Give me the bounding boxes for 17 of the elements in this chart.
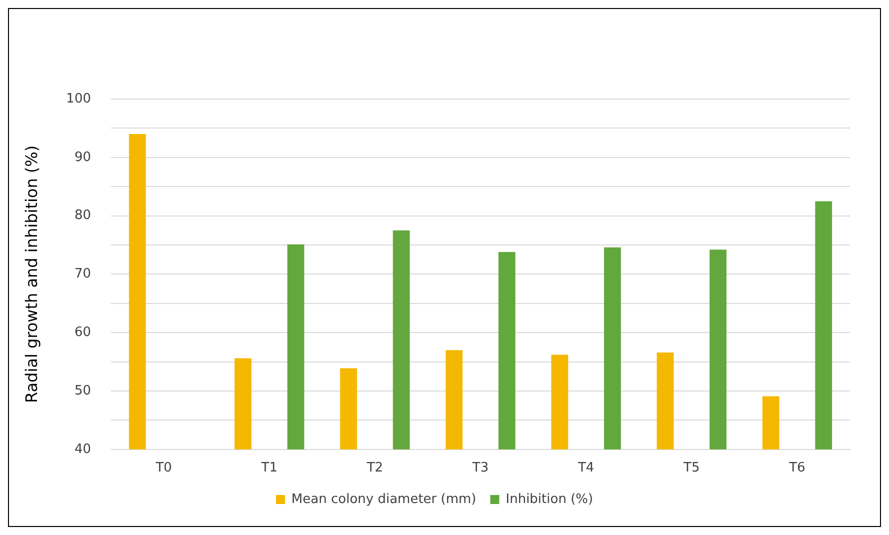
x-tick-label: T5 <box>682 460 700 476</box>
legend-label: Inhibition (%) <box>506 492 594 507</box>
y-tick-label: 60 <box>74 324 92 340</box>
y-tick-label: 40 <box>74 442 92 457</box>
y-tick-label: 70 <box>74 266 92 282</box>
legend-label: Mean colony diameter (mm) <box>291 492 476 507</box>
x-tick-label: T0 <box>154 460 172 476</box>
y-tick-label: 100 <box>66 91 92 106</box>
y-axis-title: Radial growth and inhibition (%) <box>22 145 41 404</box>
y-tick-label: 90 <box>74 150 92 165</box>
x-tick-label: T6 <box>788 460 806 476</box>
y-tick-label: 50 <box>74 383 92 398</box>
x-tick-label: T4 <box>576 460 594 476</box>
x-tick-label: T1 <box>260 460 278 476</box>
y-tick-label: 80 <box>74 208 92 224</box>
x-tick-label: T3 <box>471 460 489 476</box>
x-tick-label: T2 <box>366 460 384 476</box>
